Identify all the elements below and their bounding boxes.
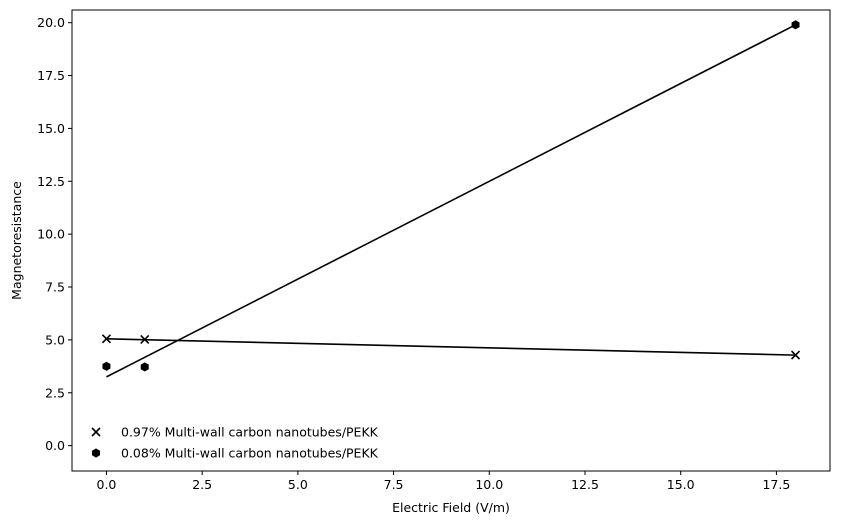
x-tick-label: 10.0: [475, 477, 503, 492]
legend-label: 0.08% Multi-wall carbon nanotubes/PEKK: [121, 446, 379, 461]
y-tick-label: 20.0: [37, 15, 65, 30]
legend-label: 0.97% Multi-wall carbon nanotubes/PEKK: [121, 425, 379, 440]
x-axis-ticks: 0.0 2.5 5.0 7.5 10.0 12.5 15.0 17.5: [97, 471, 790, 492]
data-point-hexagon-marker: [140, 362, 149, 372]
y-tick-label: 5.0: [45, 332, 65, 347]
data-point-hexagon-marker: [102, 361, 111, 371]
fit-line-series-1: [106, 338, 796, 356]
y-tick-label: 0.0: [45, 438, 65, 453]
data-point-x-marker: [790, 350, 801, 360]
fit-lines: [106, 24, 796, 378]
x-tick-label: 17.5: [762, 477, 790, 492]
data-point-x-marker: [101, 334, 112, 344]
x-tick-label: 5.0: [288, 477, 308, 492]
y-tick-label: 15.0: [37, 121, 65, 136]
y-tick-label: 7.5: [45, 280, 65, 295]
x-tick-label: 0.0: [97, 477, 117, 492]
y-tick-label: 17.5: [37, 68, 65, 83]
y-axis-label: Magnetoresistance: [9, 181, 24, 300]
y-axis-ticks: 0.0 2.5 5.0 7.5 10.0 12.5 15.0 17.5 20.0: [37, 15, 72, 453]
legend-marker-hexagon: [92, 448, 100, 458]
y-tick-label: 2.5: [45, 385, 65, 400]
axes-frame: [71, 9, 831, 472]
x-tick-label: 7.5: [384, 477, 404, 492]
data-point-hexagon-marker: [791, 20, 800, 30]
x-axis-label: Electric Field (V/m): [392, 500, 510, 515]
y-tick-label: 12.5: [37, 174, 65, 189]
data-markers: [101, 20, 801, 372]
data-point-x-marker: [140, 334, 150, 345]
x-tick-label: 12.5: [571, 477, 599, 492]
legend: 0.97% Multi-wall carbon nanotubes/PEKK 0.…: [91, 425, 379, 461]
y-tick-label: 10.0: [37, 227, 65, 242]
x-tick-label: 2.5: [192, 477, 212, 492]
x-tick-label: 15.0: [667, 477, 695, 492]
legend-marker-x: [91, 427, 101, 437]
fit-line-series-2: [106, 24, 796, 378]
